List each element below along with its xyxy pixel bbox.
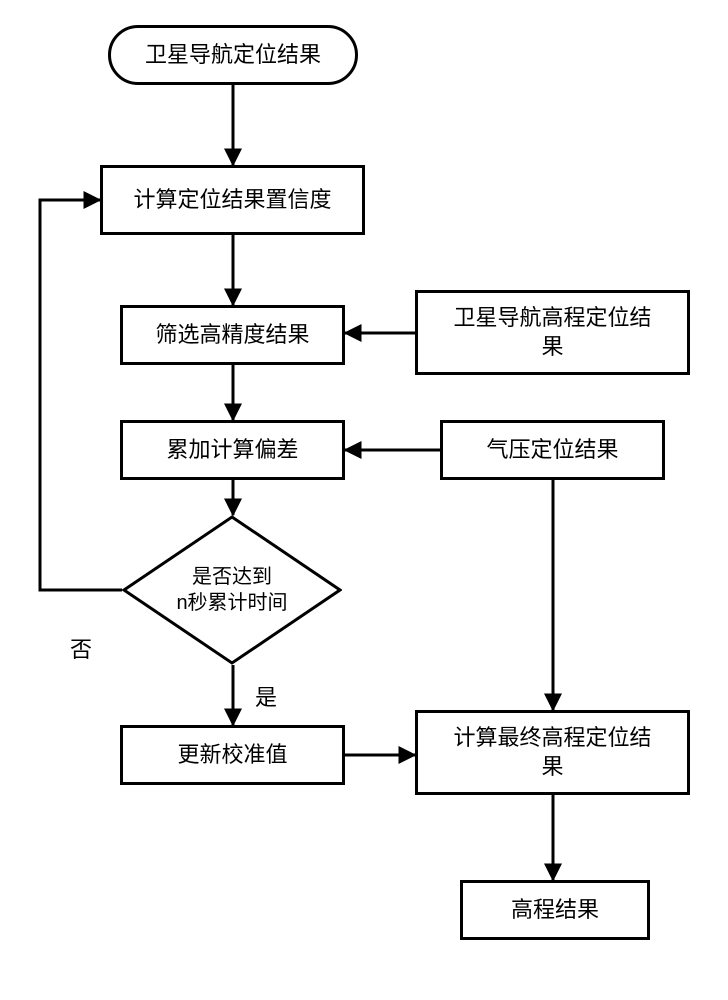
decision-reached-n-seconds: 是否达到n秒累计时间 [122, 515, 342, 665]
node-barometric-result: 气压定位结果 [440, 420, 665, 480]
node-satellite-elevation-result: 卫星导航高程定位结果 [415, 290, 690, 375]
node-label: 卫星导航高程定位结果 [453, 304, 651, 361]
edge-label-yes: 是 [255, 680, 277, 712]
node-label: 累加计算偏差 [166, 436, 298, 465]
node-accumulate-deviation: 累加计算偏差 [120, 420, 345, 480]
node-label: 筛选高精度结果 [155, 321, 309, 350]
decision-label: 是否达到n秒累计时间 [176, 564, 287, 616]
node-update-calibration: 更新校准值 [120, 725, 345, 785]
node-label: 更新校准值 [177, 741, 287, 770]
flowchart-canvas: 卫星导航定位结果 计算定位结果置信度 筛选高精度结果 卫星导航高程定位结果 累加… [0, 0, 728, 1000]
arrow-a8 [40, 200, 122, 590]
node-label: 卫星导航定位结果 [145, 41, 321, 70]
node-filter-high-precision: 筛选高精度结果 [120, 305, 345, 365]
node-compute-confidence: 计算定位结果置信度 [100, 165, 365, 235]
edge-label-no: 否 [70, 632, 92, 664]
node-label: 高程结果 [511, 896, 599, 925]
node-elevation-result: 高程结果 [460, 880, 650, 940]
node-label: 计算定位结果置信度 [133, 186, 331, 215]
node-label: 计算最终高程定位结果 [453, 724, 651, 781]
node-label: 气压定位结果 [486, 436, 618, 465]
node-start-satellite-result: 卫星导航定位结果 [108, 25, 358, 85]
arrows-layer [0, 0, 728, 1000]
node-compute-final-elevation: 计算最终高程定位结果 [415, 710, 690, 795]
